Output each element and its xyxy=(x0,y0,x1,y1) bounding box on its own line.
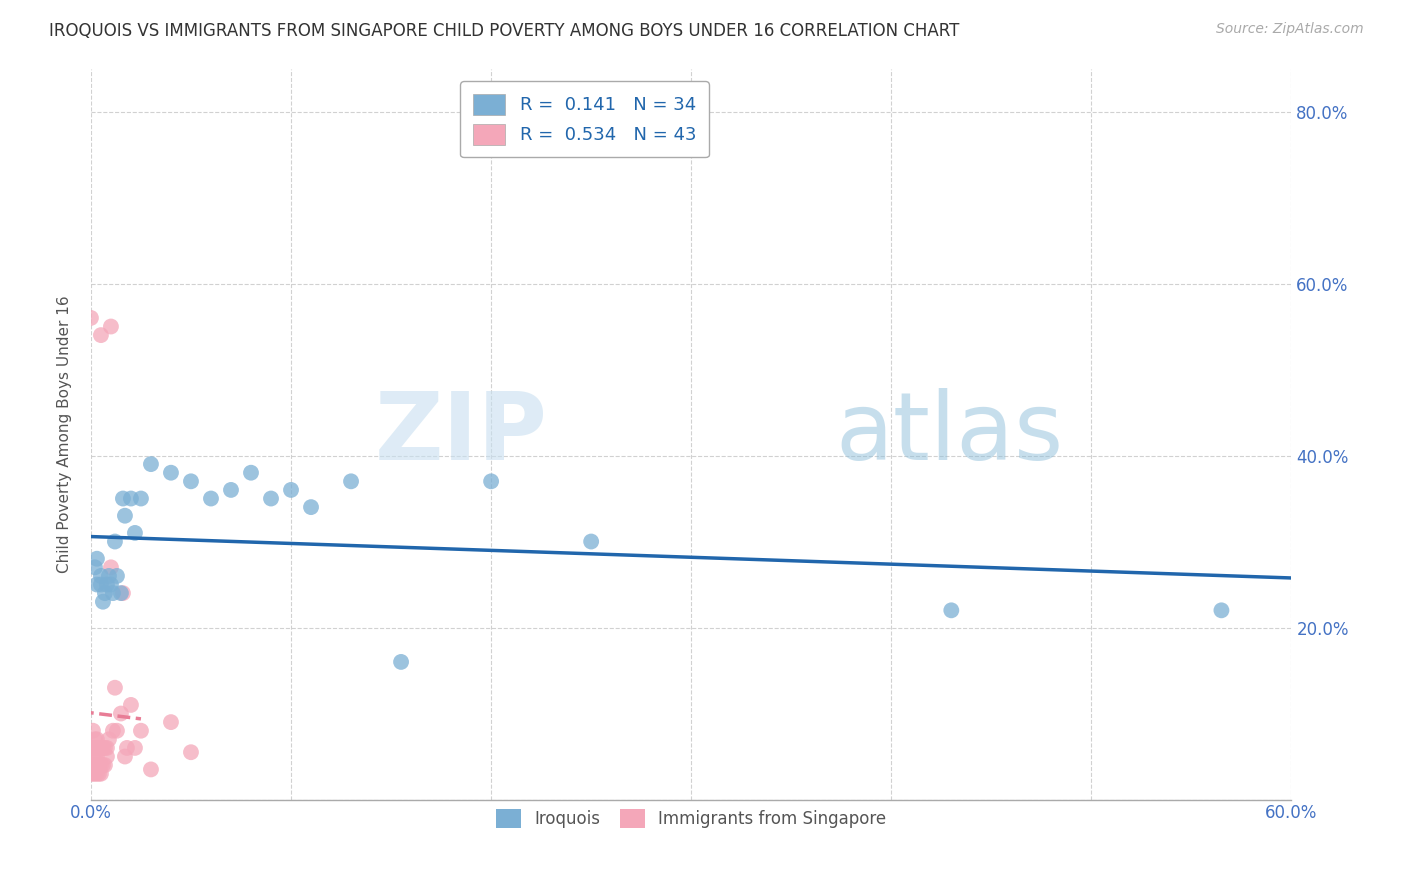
Point xyxy=(180,745,202,759)
Point xyxy=(280,483,302,497)
Point xyxy=(100,560,122,574)
Point xyxy=(340,475,363,489)
Point xyxy=(389,655,412,669)
Point xyxy=(100,577,122,591)
Point xyxy=(124,740,146,755)
Point xyxy=(110,706,132,721)
Point xyxy=(90,577,112,591)
Point xyxy=(114,749,136,764)
Point xyxy=(90,740,112,755)
Y-axis label: Child Poverty Among Boys Under 16: Child Poverty Among Boys Under 16 xyxy=(58,295,72,573)
Point xyxy=(124,525,146,540)
Point xyxy=(94,740,117,755)
Point xyxy=(94,758,117,772)
Point xyxy=(100,319,122,334)
Point xyxy=(87,740,110,755)
Point xyxy=(87,758,110,772)
Point xyxy=(82,749,104,764)
Point xyxy=(260,491,283,506)
Point xyxy=(101,723,124,738)
Point xyxy=(90,328,112,343)
Point xyxy=(97,569,120,583)
Point xyxy=(80,766,103,780)
Point xyxy=(180,475,202,489)
Point xyxy=(104,681,127,695)
Point xyxy=(111,491,134,506)
Point xyxy=(97,732,120,747)
Point xyxy=(86,749,108,764)
Point xyxy=(84,749,107,764)
Point xyxy=(1211,603,1233,617)
Point xyxy=(129,723,152,738)
Point xyxy=(90,569,112,583)
Point xyxy=(90,766,112,780)
Point xyxy=(86,551,108,566)
Point xyxy=(84,732,107,747)
Text: Source: ZipAtlas.com: Source: ZipAtlas.com xyxy=(1216,22,1364,37)
Point xyxy=(110,586,132,600)
Point xyxy=(90,758,112,772)
Point xyxy=(86,732,108,747)
Point xyxy=(86,577,108,591)
Point xyxy=(82,740,104,755)
Point xyxy=(219,483,242,497)
Point xyxy=(105,723,128,738)
Point xyxy=(120,698,142,712)
Point xyxy=(91,595,114,609)
Legend: Iroquois, Immigrants from Singapore: Iroquois, Immigrants from Singapore xyxy=(489,803,893,835)
Point xyxy=(160,715,183,730)
Point xyxy=(91,740,114,755)
Point xyxy=(84,740,107,755)
Text: IROQUOIS VS IMMIGRANTS FROM SINGAPORE CHILD POVERTY AMONG BOYS UNDER 16 CORRELAT: IROQUOIS VS IMMIGRANTS FROM SINGAPORE CH… xyxy=(49,22,959,40)
Point xyxy=(82,766,104,780)
Text: atlas: atlas xyxy=(835,388,1063,480)
Point xyxy=(87,766,110,780)
Point xyxy=(84,758,107,772)
Point xyxy=(240,466,263,480)
Point xyxy=(86,766,108,780)
Point xyxy=(84,766,107,780)
Point xyxy=(104,534,127,549)
Point xyxy=(96,749,118,764)
Point xyxy=(91,758,114,772)
Point xyxy=(160,466,183,480)
Point xyxy=(86,740,108,755)
Point xyxy=(80,310,103,325)
Point xyxy=(82,758,104,772)
Point xyxy=(105,569,128,583)
Point xyxy=(579,534,602,549)
Point xyxy=(299,500,322,515)
Text: ZIP: ZIP xyxy=(374,388,547,480)
Point xyxy=(479,475,502,489)
Point xyxy=(200,491,222,506)
Point xyxy=(139,457,162,471)
Point xyxy=(115,740,138,755)
Point xyxy=(114,508,136,523)
Point xyxy=(86,758,108,772)
Point xyxy=(96,740,118,755)
Point xyxy=(111,586,134,600)
Point xyxy=(941,603,963,617)
Point xyxy=(84,560,107,574)
Point xyxy=(139,763,162,777)
Point xyxy=(120,491,142,506)
Point xyxy=(101,586,124,600)
Point xyxy=(129,491,152,506)
Point xyxy=(82,723,104,738)
Point xyxy=(94,586,117,600)
Point xyxy=(96,577,118,591)
